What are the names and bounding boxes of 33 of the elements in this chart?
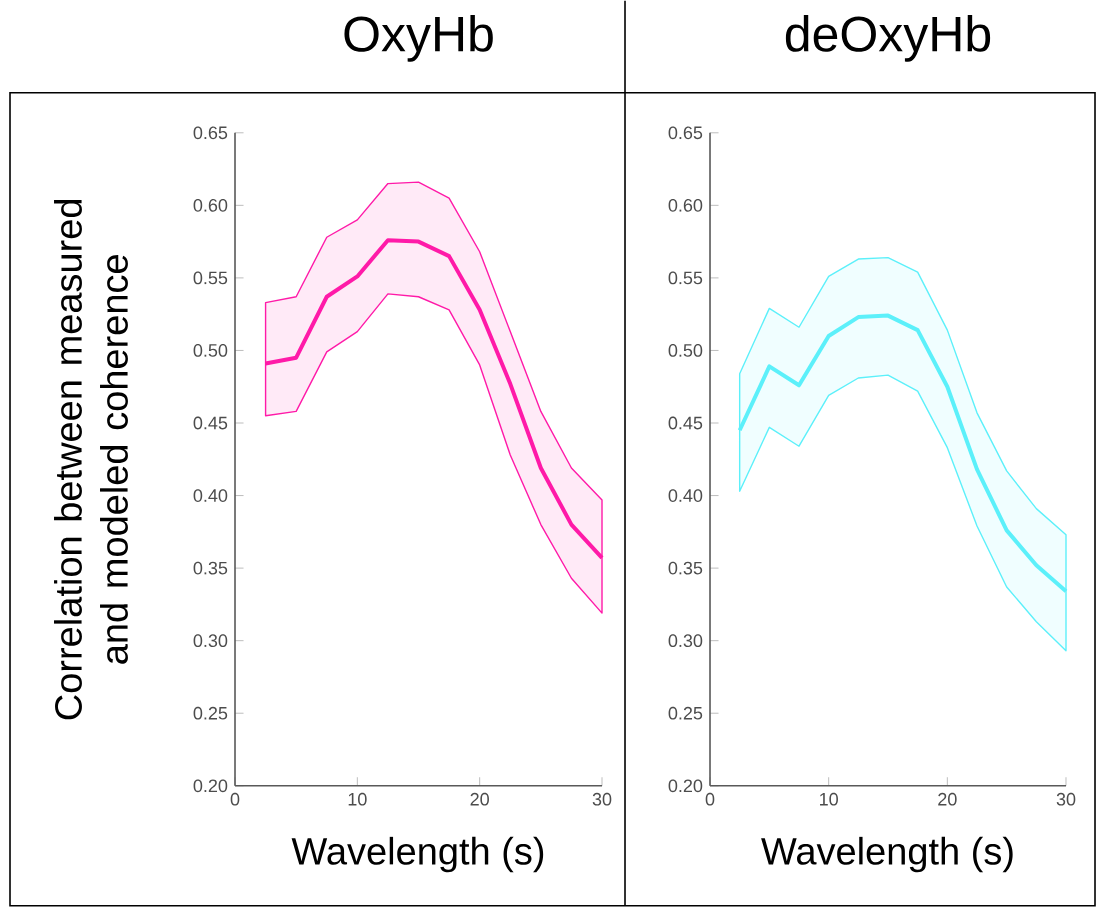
- x-tick-label: 0: [230, 792, 240, 806]
- y-tick-label: 0.60: [193, 199, 228, 212]
- y-tick-label: 0.55: [193, 271, 228, 285]
- y-tick-label: 0.65: [668, 126, 703, 140]
- y-tick-label: 0.55: [668, 271, 703, 285]
- x-tick-label: 30: [592, 792, 612, 806]
- y-tick-label: 0.35: [193, 561, 228, 575]
- x-axis-title: Wavelength (s): [291, 836, 544, 873]
- x-tick-label: 30: [1056, 792, 1076, 806]
- x-axis-title: Wavelength (s): [761, 836, 1013, 873]
- y-tick-label: 0.60: [668, 199, 703, 212]
- x-tick-label: 20: [938, 792, 957, 806]
- y-tick-label: 0.50: [193, 344, 228, 357]
- x-tick-label: 10: [820, 792, 838, 806]
- chart-title: deOxyHb: [785, 15, 991, 62]
- y-tick-label: 0.35: [668, 561, 703, 575]
- y-tick-label: 0.40: [193, 489, 228, 503]
- y-tick-label: 0.45: [668, 416, 703, 430]
- y-tick-label: 0.30: [193, 634, 228, 648]
- y-tick-label: 0.65: [193, 126, 228, 140]
- x-tick-label: 10: [348, 792, 367, 806]
- y-axis-title: Correlation between measured and modeled coherence: [54, 200, 128, 720]
- y-tick-label: 0.20: [668, 779, 703, 793]
- y-tick-label: 0.20: [193, 779, 228, 793]
- x-tick-label: 0: [705, 792, 715, 806]
- y-tick-label: 0.30: [668, 634, 703, 648]
- y-tick-label: 0.40: [668, 489, 703, 503]
- y-tick-label: 0.25: [193, 706, 228, 720]
- y-tick-label: 0.50: [668, 344, 703, 357]
- x-tick-label: 20: [470, 792, 489, 806]
- y-tick-label: 0.25: [668, 706, 703, 720]
- y-tick-label: 0.45: [193, 416, 228, 430]
- chart-title: OxyHb: [344, 15, 493, 62]
